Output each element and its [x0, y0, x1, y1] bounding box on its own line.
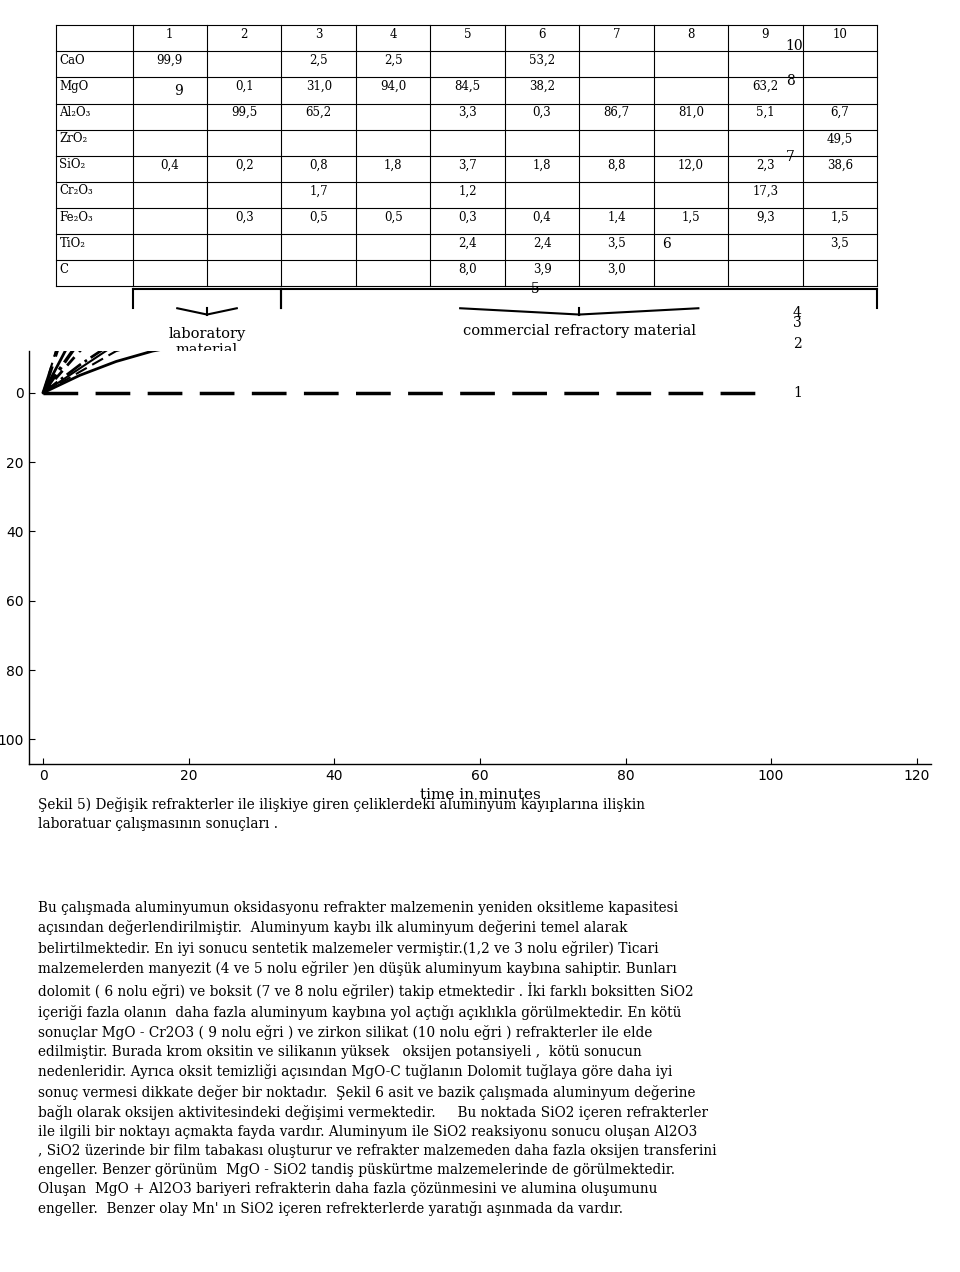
Text: 5: 5 [531, 281, 540, 295]
Text: 8: 8 [687, 28, 695, 41]
Text: 0,4: 0,4 [533, 211, 551, 224]
Text: 38,2: 38,2 [529, 80, 555, 93]
Text: 0,2: 0,2 [235, 159, 253, 172]
Text: 8: 8 [785, 74, 795, 88]
Text: 1,4: 1,4 [607, 211, 626, 224]
Text: C: C [60, 263, 68, 276]
Text: 1,7: 1,7 [309, 184, 328, 197]
Text: commercial refractory material: commercial refractory material [463, 324, 696, 338]
Text: 84,5: 84,5 [454, 80, 481, 93]
Text: 6: 6 [539, 28, 546, 41]
Text: 1,5: 1,5 [682, 211, 700, 224]
Text: 3: 3 [315, 28, 323, 41]
Text: 4: 4 [390, 28, 396, 41]
Text: 10: 10 [832, 28, 848, 41]
Text: 9: 9 [175, 84, 183, 98]
Text: 12,0: 12,0 [678, 159, 704, 172]
Text: 31,0: 31,0 [305, 80, 332, 93]
X-axis label: time in minutes: time in minutes [420, 789, 540, 803]
Text: 0,3: 0,3 [458, 211, 477, 224]
Text: 3: 3 [793, 317, 802, 331]
Text: 2,4: 2,4 [533, 237, 551, 249]
Text: 49,5: 49,5 [827, 132, 852, 145]
Text: 3,7: 3,7 [458, 159, 477, 172]
Text: CaO: CaO [60, 53, 85, 67]
Text: 10: 10 [785, 39, 804, 53]
Text: 1: 1 [793, 385, 802, 399]
Text: 1,8: 1,8 [384, 159, 402, 172]
Text: 7: 7 [612, 28, 620, 41]
Text: 0,3: 0,3 [533, 107, 551, 120]
Text: Bu çalışmada aluminyumun oksidasyonu refrakter malzemenin yeniden oksitleme kapa: Bu çalışmada aluminyumun oksidasyonu ref… [37, 901, 716, 1216]
Text: 99,9: 99,9 [156, 53, 183, 67]
Text: ZrO₂: ZrO₂ [60, 132, 87, 145]
Text: 9,3: 9,3 [756, 211, 775, 224]
Text: 0,3: 0,3 [235, 211, 253, 224]
Text: 94,0: 94,0 [380, 80, 406, 93]
Text: 0,8: 0,8 [309, 159, 328, 172]
Text: 2,4: 2,4 [458, 237, 477, 249]
Text: 3,3: 3,3 [458, 107, 477, 120]
Text: 6: 6 [662, 237, 671, 251]
Text: 99,5: 99,5 [231, 107, 257, 120]
Text: 65,2: 65,2 [305, 107, 332, 120]
Text: laboratory
material: laboratory material [168, 327, 246, 357]
Text: 9: 9 [761, 28, 769, 41]
Text: 8,8: 8,8 [608, 159, 626, 172]
Text: Cr₂O₃: Cr₂O₃ [60, 184, 93, 197]
Text: 2,5: 2,5 [384, 53, 402, 67]
Text: SiO₂: SiO₂ [60, 159, 85, 172]
Text: 3,0: 3,0 [607, 263, 626, 276]
Text: Al₂O₃: Al₂O₃ [60, 107, 91, 120]
Text: 1,5: 1,5 [830, 211, 850, 224]
Text: MgO: MgO [60, 80, 88, 93]
Text: 5: 5 [464, 28, 471, 41]
Text: 17,3: 17,3 [753, 184, 779, 197]
Text: Fe₂O₃: Fe₂O₃ [60, 211, 93, 224]
Text: 53,2: 53,2 [529, 53, 555, 67]
Text: 2: 2 [793, 337, 802, 351]
Text: 3,5: 3,5 [830, 237, 850, 249]
Text: 0,4: 0,4 [160, 159, 180, 172]
Text: 0,1: 0,1 [235, 80, 253, 93]
Text: 1,8: 1,8 [533, 159, 551, 172]
Text: TiO₂: TiO₂ [60, 237, 85, 249]
Text: 7: 7 [785, 150, 795, 164]
Text: 6,7: 6,7 [830, 107, 850, 120]
Text: 0,5: 0,5 [309, 211, 328, 224]
Text: 1,2: 1,2 [458, 184, 477, 197]
Text: 38,6: 38,6 [827, 159, 852, 172]
Text: 2: 2 [241, 28, 248, 41]
Text: 4: 4 [793, 307, 802, 321]
Text: 5,1: 5,1 [756, 107, 775, 120]
Text: 86,7: 86,7 [604, 107, 630, 120]
Text: 1: 1 [166, 28, 174, 41]
Text: 8,0: 8,0 [458, 263, 477, 276]
Text: 3,9: 3,9 [533, 263, 551, 276]
Text: 63,2: 63,2 [753, 80, 779, 93]
Text: 2,3: 2,3 [756, 159, 775, 172]
Text: Şekil 5) Değişik refrakterler ile ilişkiye giren çeliklerdeki aluminyum kayıplar: Şekil 5) Değişik refrakterler ile ilişki… [37, 798, 645, 831]
Text: 3,5: 3,5 [607, 237, 626, 249]
Text: 2,5: 2,5 [309, 53, 328, 67]
Text: 0,5: 0,5 [384, 211, 402, 224]
Text: 81,0: 81,0 [678, 107, 704, 120]
